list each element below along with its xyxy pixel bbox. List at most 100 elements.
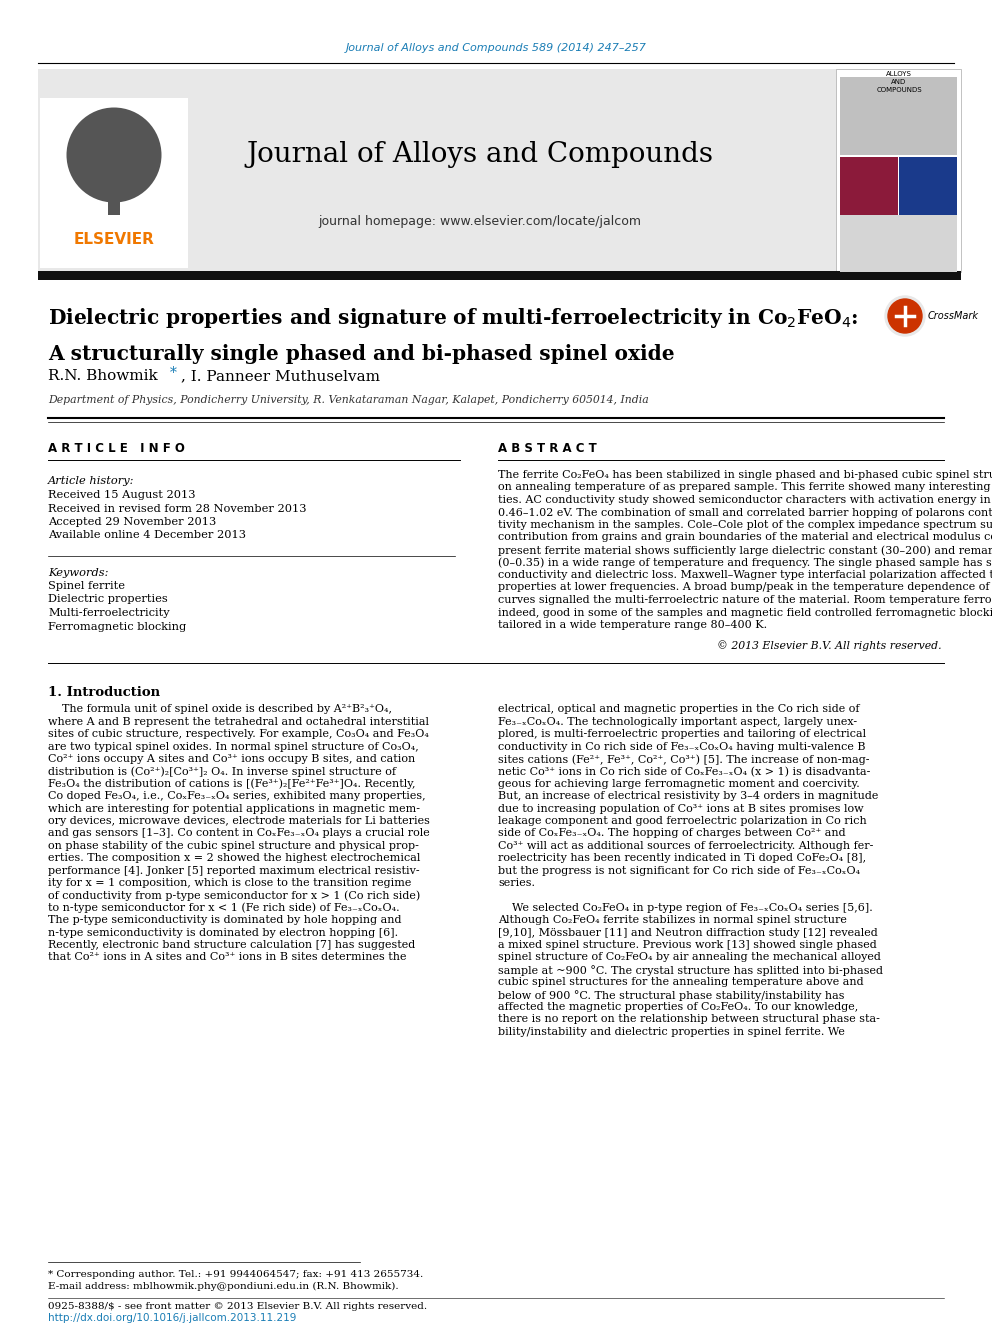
Text: 1. Introduction: 1. Introduction [48, 687, 160, 700]
Text: Available online 4 December 2013: Available online 4 December 2013 [48, 531, 246, 541]
Bar [40, 98, 188, 269]
Text: * Corresponding author. Tel.: +91 9944064547; fax: +91 413 2655734.: * Corresponding author. Tel.: +91 994406… [48, 1270, 424, 1279]
Text: due to increasing population of Co³⁺ ions at B sites promises low: due to increasing population of Co³⁺ ion… [498, 803, 864, 814]
Bar [840, 77, 957, 155]
Text: series.: series. [498, 878, 535, 888]
Text: R.N. Bhowmik: R.N. Bhowmik [48, 369, 163, 382]
Ellipse shape [66, 107, 162, 202]
Text: (0–0.35) in a wide range of temperature and frequency. The single phased sample : (0–0.35) in a wide range of temperature … [498, 557, 992, 568]
Bar [840, 216, 957, 273]
Text: which are interesting for potential applications in magnetic mem-: which are interesting for potential appl… [48, 803, 420, 814]
Text: but the progress is not significant for Co rich side of Fe₃₋ₓCoₓO₄: but the progress is not significant for … [498, 865, 860, 876]
Text: Journal of Alloys and Compounds 589 (2014) 247–257: Journal of Alloys and Compounds 589 (201… [345, 44, 647, 53]
Circle shape [888, 299, 922, 333]
Text: netic Co³⁺ ions in Co rich side of CoₓFe₃₋ₓO₄ (x > 1) is disadvanta-: netic Co³⁺ ions in Co rich side of CoₓFe… [498, 766, 870, 777]
Text: 0.46–1.02 eV. The combination of small and correlated barrier hopping of polaron: 0.46–1.02 eV. The combination of small a… [498, 508, 992, 517]
Bar [899, 157, 957, 216]
Bar [108, 191, 120, 216]
Text: 0925-8388/$ - see front matter © 2013 Elsevier B.V. All rights reserved.: 0925-8388/$ - see front matter © 2013 El… [48, 1302, 428, 1311]
Text: a mixed spinel structure. Previous work [13] showed single phased: a mixed spinel structure. Previous work … [498, 941, 877, 950]
Text: But, an increase of electrical resistivity by 3–4 orders in magnitude: But, an increase of electrical resistivi… [498, 791, 878, 802]
Text: The ferrite Co₂FeO₄ has been stabilized in single phased and bi-phased cubic spi: The ferrite Co₂FeO₄ has been stabilized … [498, 470, 992, 480]
Text: Dielectric properties and signature of multi-ferroelectricity in Co$_2$FeO$_4$:: Dielectric properties and signature of m… [48, 306, 858, 329]
Text: that Co²⁺ ions in A sites and Co³⁺ ions in B sites determines the: that Co²⁺ ions in A sites and Co³⁺ ions … [48, 953, 407, 963]
Bar [38, 69, 868, 273]
Text: ory devices, microwave devices, electrode materials for Li batteries: ory devices, microwave devices, electrod… [48, 816, 430, 826]
Text: of conductivity from p-type semiconductor for x > 1 (Co rich side): of conductivity from p-type semiconducto… [48, 890, 421, 901]
Text: below of 900 °C. The structural phase stability/instability has: below of 900 °C. The structural phase st… [498, 990, 844, 1000]
Text: Fe₃O₄ the distribution of cations is [(Fe³⁺)₂[Fe²⁺Fe³⁺]O₄. Recently,: Fe₃O₄ the distribution of cations is [(F… [48, 779, 416, 790]
Text: sites cations (Fe²⁺, Fe³⁺, Co²⁺, Co³⁺) [5]. The increase of non-mag-: sites cations (Fe²⁺, Fe³⁺, Co²⁺, Co³⁺) [… [498, 754, 870, 765]
Text: curves signalled the multi-ferroelectric nature of the material. Room temperatur: curves signalled the multi-ferroelectric… [498, 595, 992, 605]
Text: We selected Co₂FeO₄ in p-type region of Fe₃₋ₓCoₓO₄ series [5,6].: We selected Co₂FeO₄ in p-type region of … [498, 902, 873, 913]
Text: E-mail address: mblhowmik.phy@pondiuni.edu.in (R.N. Bhowmik).: E-mail address: mblhowmik.phy@pondiuni.e… [48, 1282, 399, 1291]
Text: ties. AC conductivity study showed semiconductor characters with activation ener: ties. AC conductivity study showed semic… [498, 495, 992, 505]
Text: ELSEVIER: ELSEVIER [73, 233, 155, 247]
Text: properties at lower frequencies. A broad bump/peak in the temperature dependence: properties at lower frequencies. A broad… [498, 582, 992, 593]
Text: electrical, optical and magnetic properties in the Co rich side of: electrical, optical and magnetic propert… [498, 705, 859, 714]
Text: erties. The composition x = 2 showed the highest electrochemical: erties. The composition x = 2 showed the… [48, 853, 421, 864]
Text: where A and B represent the tetrahedral and octahedral interstitial: where A and B represent the tetrahedral … [48, 717, 429, 726]
Text: are two typical spinel oxides. In normal spinel structure of Co₃O₄,: are two typical spinel oxides. In normal… [48, 742, 419, 751]
Text: Co³⁺ will act as additional sources of ferroelectricity. Although fer-: Co³⁺ will act as additional sources of f… [498, 841, 873, 851]
Text: © 2013 Elsevier B.V. All rights reserved.: © 2013 Elsevier B.V. All rights reserved… [717, 640, 942, 651]
Bar [836, 69, 961, 273]
Text: contribution from grains and grain boundaries of the material and electrical mod: contribution from grains and grain bound… [498, 532, 992, 542]
Text: Co²⁺ ions occupy A sites and Co³⁺ ions occupy B sites, and cation: Co²⁺ ions occupy A sites and Co³⁺ ions o… [48, 754, 416, 765]
Text: Journal of Alloys and Compounds: Journal of Alloys and Compounds [246, 142, 713, 168]
Text: journal homepage: www.elsevier.com/locate/jalcom: journal homepage: www.elsevier.com/locat… [318, 216, 642, 229]
Text: The p-type semiconductivity is dominated by hole hopping and: The p-type semiconductivity is dominated… [48, 916, 402, 925]
Text: ALLOYS
AND
COMPOUNDS: ALLOYS AND COMPOUNDS [876, 71, 922, 93]
Text: Keywords:: Keywords: [48, 568, 108, 578]
Text: to n-type semiconductor for x < 1 (Fe rich side) of Fe₃₋ₓCoₓO₄.: to n-type semiconductor for x < 1 (Fe ri… [48, 902, 400, 913]
Text: Ferromagnetic blocking: Ferromagnetic blocking [48, 622, 186, 631]
Text: Recently, electronic band structure calculation [7] has suggested: Recently, electronic band structure calc… [48, 941, 416, 950]
Bar [38, 271, 961, 280]
Text: there is no report on the relationship between structural phase sta-: there is no report on the relationship b… [498, 1015, 880, 1024]
Text: *: * [170, 366, 177, 380]
Text: cubic spinel structures for the annealing temperature above and: cubic spinel structures for the annealin… [498, 978, 864, 987]
Text: Fe₃₋ₓCoₓO₄. The technologically important aspect, largely unex-: Fe₃₋ₓCoₓO₄. The technologically importan… [498, 717, 857, 726]
Text: spinel structure of Co₂FeO₄ by air annealing the mechanical alloyed: spinel structure of Co₂FeO₄ by air annea… [498, 953, 881, 963]
Text: and gas sensors [1–3]. Co content in CoₓFe₃₋ₓO₄ plays a crucial role: and gas sensors [1–3]. Co content in Coₓ… [48, 828, 430, 839]
Text: distribution is (Co²⁺)₂[Co³⁺]₂ O₄. In inverse spinel structure of: distribution is (Co²⁺)₂[Co³⁺]₂ O₄. In in… [48, 766, 396, 777]
Text: roelectricity has been recently indicated in Ti doped CoFe₂O₄ [8],: roelectricity has been recently indicate… [498, 853, 866, 864]
Text: Accepted 29 November 2013: Accepted 29 November 2013 [48, 517, 216, 527]
Text: sample at ~900 °C. The crystal structure has splitted into bi-phased: sample at ~900 °C. The crystal structure… [498, 964, 883, 976]
Text: on annealing temperature of as prepared sample. This ferrite showed many interes: on annealing temperature of as prepared … [498, 483, 992, 492]
Text: ity for x = 1 composition, which is close to the transition regime: ity for x = 1 composition, which is clos… [48, 878, 412, 888]
Text: Department of Physics, Pondicherry University, R. Venkataraman Nagar, Kalapet, P: Department of Physics, Pondicherry Unive… [48, 396, 649, 405]
Text: geous for achieving large ferromagnetic moment and coercivity.: geous for achieving large ferromagnetic … [498, 779, 860, 789]
Text: A R T I C L E   I N F O: A R T I C L E I N F O [48, 442, 185, 455]
Text: The formula unit of spinel oxide is described by A²⁺B²₃⁺O₄,: The formula unit of spinel oxide is desc… [48, 705, 392, 714]
Text: Received in revised form 28 November 2013: Received in revised form 28 November 201… [48, 504, 307, 513]
Text: tailored in a wide temperature range 80–400 K.: tailored in a wide temperature range 80–… [498, 620, 767, 630]
Text: on phase stability of the cubic spinel structure and physical prop-: on phase stability of the cubic spinel s… [48, 841, 419, 851]
Text: performance [4]. Jonker [5] reported maximum electrical resistiv-: performance [4]. Jonker [5] reported max… [48, 865, 420, 876]
Text: Multi-ferroelectricity: Multi-ferroelectricity [48, 609, 170, 618]
Text: Spinel ferrite: Spinel ferrite [48, 581, 125, 591]
Text: A structurally single phased and bi-phased spinel oxide: A structurally single phased and bi-phas… [48, 344, 675, 364]
Bar [840, 157, 898, 216]
Text: tivity mechanism in the samples. Cole–Cole plot of the complex impedance spectru: tivity mechanism in the samples. Cole–Co… [498, 520, 992, 531]
Text: conductivity in Co rich side of Fe₃₋ₓCoₓO₄ having multi-valence B: conductivity in Co rich side of Fe₃₋ₓCoₓ… [498, 742, 865, 751]
Text: Although Co₂FeO₄ ferrite stabilizes in normal spinel structure: Although Co₂FeO₄ ferrite stabilizes in n… [498, 916, 847, 925]
Text: present ferrite material shows sufficiently large dielectric constant (30–200) a: present ferrite material shows sufficien… [498, 545, 992, 556]
Text: [9,10], Mössbauer [11] and Neutron diffraction study [12] revealed: [9,10], Mössbauer [11] and Neutron diffr… [498, 927, 878, 938]
Text: Received 15 August 2013: Received 15 August 2013 [48, 490, 195, 500]
Text: n-type semiconductivity is dominated by electron hopping [6].: n-type semiconductivity is dominated by … [48, 927, 398, 938]
Text: conductivity and dielectric loss. Maxwell–Wagner type interfacial polarization a: conductivity and dielectric loss. Maxwel… [498, 570, 992, 579]
Text: Dielectric properties: Dielectric properties [48, 594, 168, 605]
Text: leakage component and good ferroelectric polarization in Co rich: leakage component and good ferroelectric… [498, 816, 867, 826]
Text: http://dx.doi.org/10.1016/j.jallcom.2013.11.219: http://dx.doi.org/10.1016/j.jallcom.2013… [48, 1312, 297, 1323]
Text: Article history:: Article history: [48, 476, 135, 486]
Text: , I. Panneer Muthuselvam: , I. Panneer Muthuselvam [181, 369, 380, 382]
Text: indeed, good in some of the samples and magnetic field controlled ferromagnetic : indeed, good in some of the samples and … [498, 607, 992, 618]
Text: plored, is multi-ferroelectric properties and tailoring of electrical: plored, is multi-ferroelectric propertie… [498, 729, 866, 740]
Text: side of CoₓFe₃₋ₓO₄. The hopping of charges between Co²⁺ and: side of CoₓFe₃₋ₓO₄. The hopping of charg… [498, 828, 845, 839]
Text: sites of cubic structure, respectively. For example, Co₃O₄ and Fe₃O₄: sites of cubic structure, respectively. … [48, 729, 429, 740]
Text: affected the magnetic properties of Co₂FeO₄. To our knowledge,: affected the magnetic properties of Co₂F… [498, 1002, 858, 1012]
Text: Co doped Fe₃O₄, i.e., CoₓFe₃₋ₓO₄ series, exhibited many properties,: Co doped Fe₃O₄, i.e., CoₓFe₃₋ₓO₄ series,… [48, 791, 426, 802]
Circle shape [885, 296, 925, 336]
Text: bility/instability and dielectric properties in spinel ferrite. We: bility/instability and dielectric proper… [498, 1027, 845, 1037]
